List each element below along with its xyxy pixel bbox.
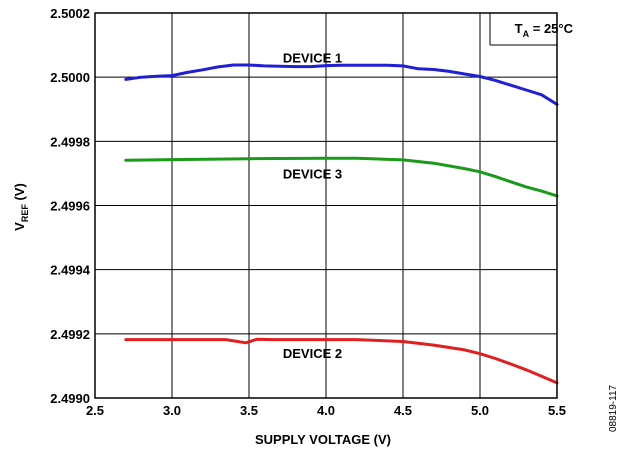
device-2-label: DEVICE 2 (283, 346, 342, 361)
x-tick-label: 5.5 (548, 403, 566, 418)
y-tick-label: 2.5000 (50, 70, 90, 85)
x-axis-title: SUPPLY VOLTAGE (V) (255, 432, 391, 447)
y-tick-label: 2.4994 (50, 263, 91, 278)
y-tick-label: 2.5002 (50, 6, 90, 21)
y-axis-title: VREF (V) (12, 183, 30, 231)
x-tick-label: 3.0 (163, 403, 181, 418)
temperature-annotation: TA = 25°C (515, 21, 574, 39)
tick-labels: 2.5 3.0 3.5 4.0 4.5 5.0 5.5 2.5002 2.5000 2.4998 2… (50, 6, 566, 418)
plot-border (94, 12, 558, 399)
x-tick-label: 4.5 (394, 403, 412, 418)
device-1-label: DEVICE 1 (283, 51, 342, 66)
x-tick-label: 5.0 (471, 403, 489, 418)
figure-id: 08819-117 (608, 384, 619, 432)
series-labels: DEVICE 1 DEVICE 3 DEVICE 2 (283, 51, 342, 361)
x-tick-label: 2.5 (86, 403, 104, 418)
y-tick-label: 2.4996 (50, 199, 90, 214)
device-3-label: DEVICE 3 (283, 167, 342, 182)
plot-frame (94, 12, 558, 399)
y-tick-label: 2.4998 (50, 134, 90, 149)
series-group (124, 63, 559, 385)
device-1-line (124, 63, 559, 106)
device-3-line (124, 156, 559, 198)
y-tick-label: 2.4990 (50, 391, 90, 406)
x-tick-label: 3.5 (240, 403, 258, 418)
x-tick-label: 4.0 (317, 403, 335, 418)
device-2-line (124, 337, 559, 385)
y-tick-label: 2.4992 (50, 327, 90, 342)
